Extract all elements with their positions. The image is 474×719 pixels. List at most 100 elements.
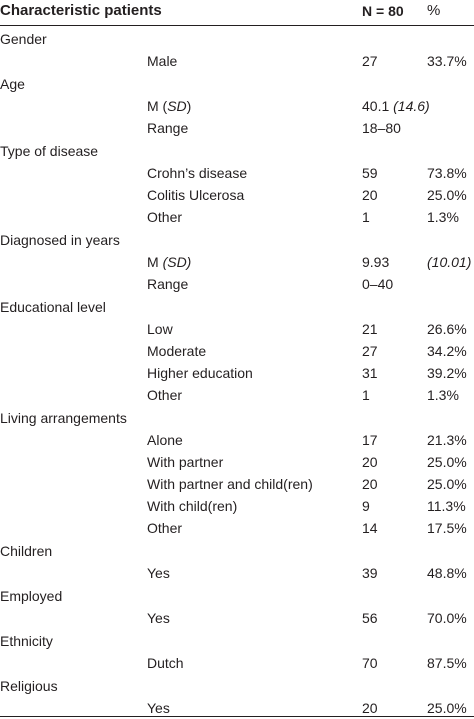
row-n: 27 xyxy=(362,53,378,69)
header-percent: % xyxy=(427,2,441,19)
row-percent: 25.0% xyxy=(427,700,467,716)
category-row-children: Children xyxy=(0,540,474,562)
row-label: Yes xyxy=(147,700,170,716)
table-row: Low 21 26.6% xyxy=(0,318,474,340)
row-label: Higher education xyxy=(147,365,253,381)
category-label: Living arrangements xyxy=(0,410,127,426)
row-n: 21 xyxy=(362,321,378,337)
row-percent: 1.3% xyxy=(427,387,459,403)
category-label: Age xyxy=(0,76,25,92)
row-n: 70 xyxy=(362,655,378,671)
table-row: Yes 56 70.0% xyxy=(0,607,474,629)
row-n: 31 xyxy=(362,365,378,381)
category-row-employed: Employed xyxy=(0,585,474,607)
row-label: Range xyxy=(147,120,189,136)
category-label: Ethnicity xyxy=(0,633,53,649)
table-row: Alone 17 21.3% xyxy=(0,429,474,451)
table-row: Other 14 17.5% xyxy=(0,517,474,539)
category-row-religious: Religious xyxy=(0,675,474,697)
category-label: Gender xyxy=(0,31,47,47)
table-row: Moderate 27 34.2% xyxy=(0,340,474,362)
table-row: Crohn’s disease 59 73.8% xyxy=(0,162,474,184)
row-percent: 73.8% xyxy=(427,165,467,181)
row-n: 18–80 xyxy=(362,120,401,136)
row-label: Male xyxy=(147,53,178,69)
row-percent: 21.3% xyxy=(427,432,467,448)
header-characteristic: Characteristic patients xyxy=(0,2,162,19)
table-row: Other 1 1.3% xyxy=(0,206,474,228)
table-row: With partner 20 25.0% xyxy=(0,451,474,473)
row-n: 27 xyxy=(362,343,378,359)
table-row: Range 0–40 xyxy=(0,273,474,295)
table-row: Colitis Ulcerosa 20 25.0% xyxy=(0,184,474,206)
row-label: Other xyxy=(147,209,183,225)
row-label: With partner xyxy=(147,454,224,470)
row-percent: 48.8% xyxy=(427,565,467,581)
row-label: Other xyxy=(147,520,183,536)
row-n: 17 xyxy=(362,432,378,448)
row-label: Alone xyxy=(147,432,183,448)
category-label: Religious xyxy=(0,678,58,694)
row-percent: 70.0% xyxy=(427,610,467,626)
category-label: Children xyxy=(0,543,53,559)
row-n: 1 xyxy=(362,209,370,225)
row-percent: (10.01) xyxy=(427,254,472,270)
category-row-gender: Gender xyxy=(0,28,474,50)
row-n: 14 xyxy=(362,520,378,536)
table-row: M (SD) 40.1 (14.6) xyxy=(0,95,474,117)
row-percent: 39.2% xyxy=(427,365,467,381)
row-n: 40.1 (14.6) xyxy=(362,98,430,114)
category-row-age: Age xyxy=(0,73,474,95)
row-n: 20 xyxy=(362,187,378,203)
row-label: Low xyxy=(147,321,173,337)
category-label: Educational level xyxy=(0,299,106,315)
category-label: Type of disease xyxy=(0,143,99,159)
table-header-row: Characteristic patients N = 80 % xyxy=(0,0,474,22)
row-label: With child(ren) xyxy=(147,498,238,514)
table-row: Other 1 1.3% xyxy=(0,384,474,406)
row-n: 1 xyxy=(362,387,370,403)
row-percent: 25.0% xyxy=(427,187,467,203)
row-percent: 11.3% xyxy=(427,498,466,514)
row-n: 59 xyxy=(362,165,378,181)
table-row: M (SD) 9.93 (10.01) xyxy=(0,251,474,273)
row-n: 20 xyxy=(362,700,378,716)
table-row: With child(ren) 9 11.3% xyxy=(0,495,474,517)
category-row-diagnosed-in-years: Diagnosed in years xyxy=(0,229,474,251)
row-label: Range xyxy=(147,276,189,292)
row-label: Yes xyxy=(147,565,170,581)
row-n: 20 xyxy=(362,454,378,470)
row-percent: 1.3% xyxy=(427,209,459,225)
category-row-type-of-disease: Type of disease xyxy=(0,140,474,162)
row-percent: 25.0% xyxy=(427,476,467,492)
row-n: 56 xyxy=(362,610,378,626)
row-label: Moderate xyxy=(147,343,207,359)
row-label: Crohn’s disease xyxy=(147,165,248,181)
table-row: Dutch 70 87.5% xyxy=(0,652,474,674)
category-row-ethnicity: Ethnicity xyxy=(0,630,474,652)
row-label: Dutch xyxy=(147,655,184,671)
row-label: Yes xyxy=(147,610,170,626)
row-label: M (SD) xyxy=(147,98,192,114)
table-row: Higher education 31 39.2% xyxy=(0,362,474,384)
row-label: With partner and child(ren) xyxy=(147,476,313,492)
table-row: Yes 39 48.8% xyxy=(0,562,474,584)
row-percent: 87.5% xyxy=(427,655,467,671)
row-n: 9 xyxy=(362,498,370,514)
row-n: 0–40 xyxy=(362,276,394,292)
category-row-educational-level: Educational level xyxy=(0,296,474,318)
header-n: N = 80 xyxy=(362,3,404,19)
category-label: Diagnosed in years xyxy=(0,232,120,248)
row-percent: 26.6% xyxy=(427,321,467,337)
row-n: 20 xyxy=(362,476,378,492)
row-label: M (SD) xyxy=(147,254,192,270)
category-label: Employed xyxy=(0,588,63,604)
table-row: Male 27 33.7% xyxy=(0,50,474,72)
row-n: 39 xyxy=(362,565,378,581)
table-row: Range 18–80 xyxy=(0,117,474,139)
row-label: Colitis Ulcerosa xyxy=(147,187,245,203)
table-row: With partner and child(ren) 20 25.0% xyxy=(0,473,474,495)
row-label: Other xyxy=(147,387,183,403)
row-percent: 25.0% xyxy=(427,454,467,470)
